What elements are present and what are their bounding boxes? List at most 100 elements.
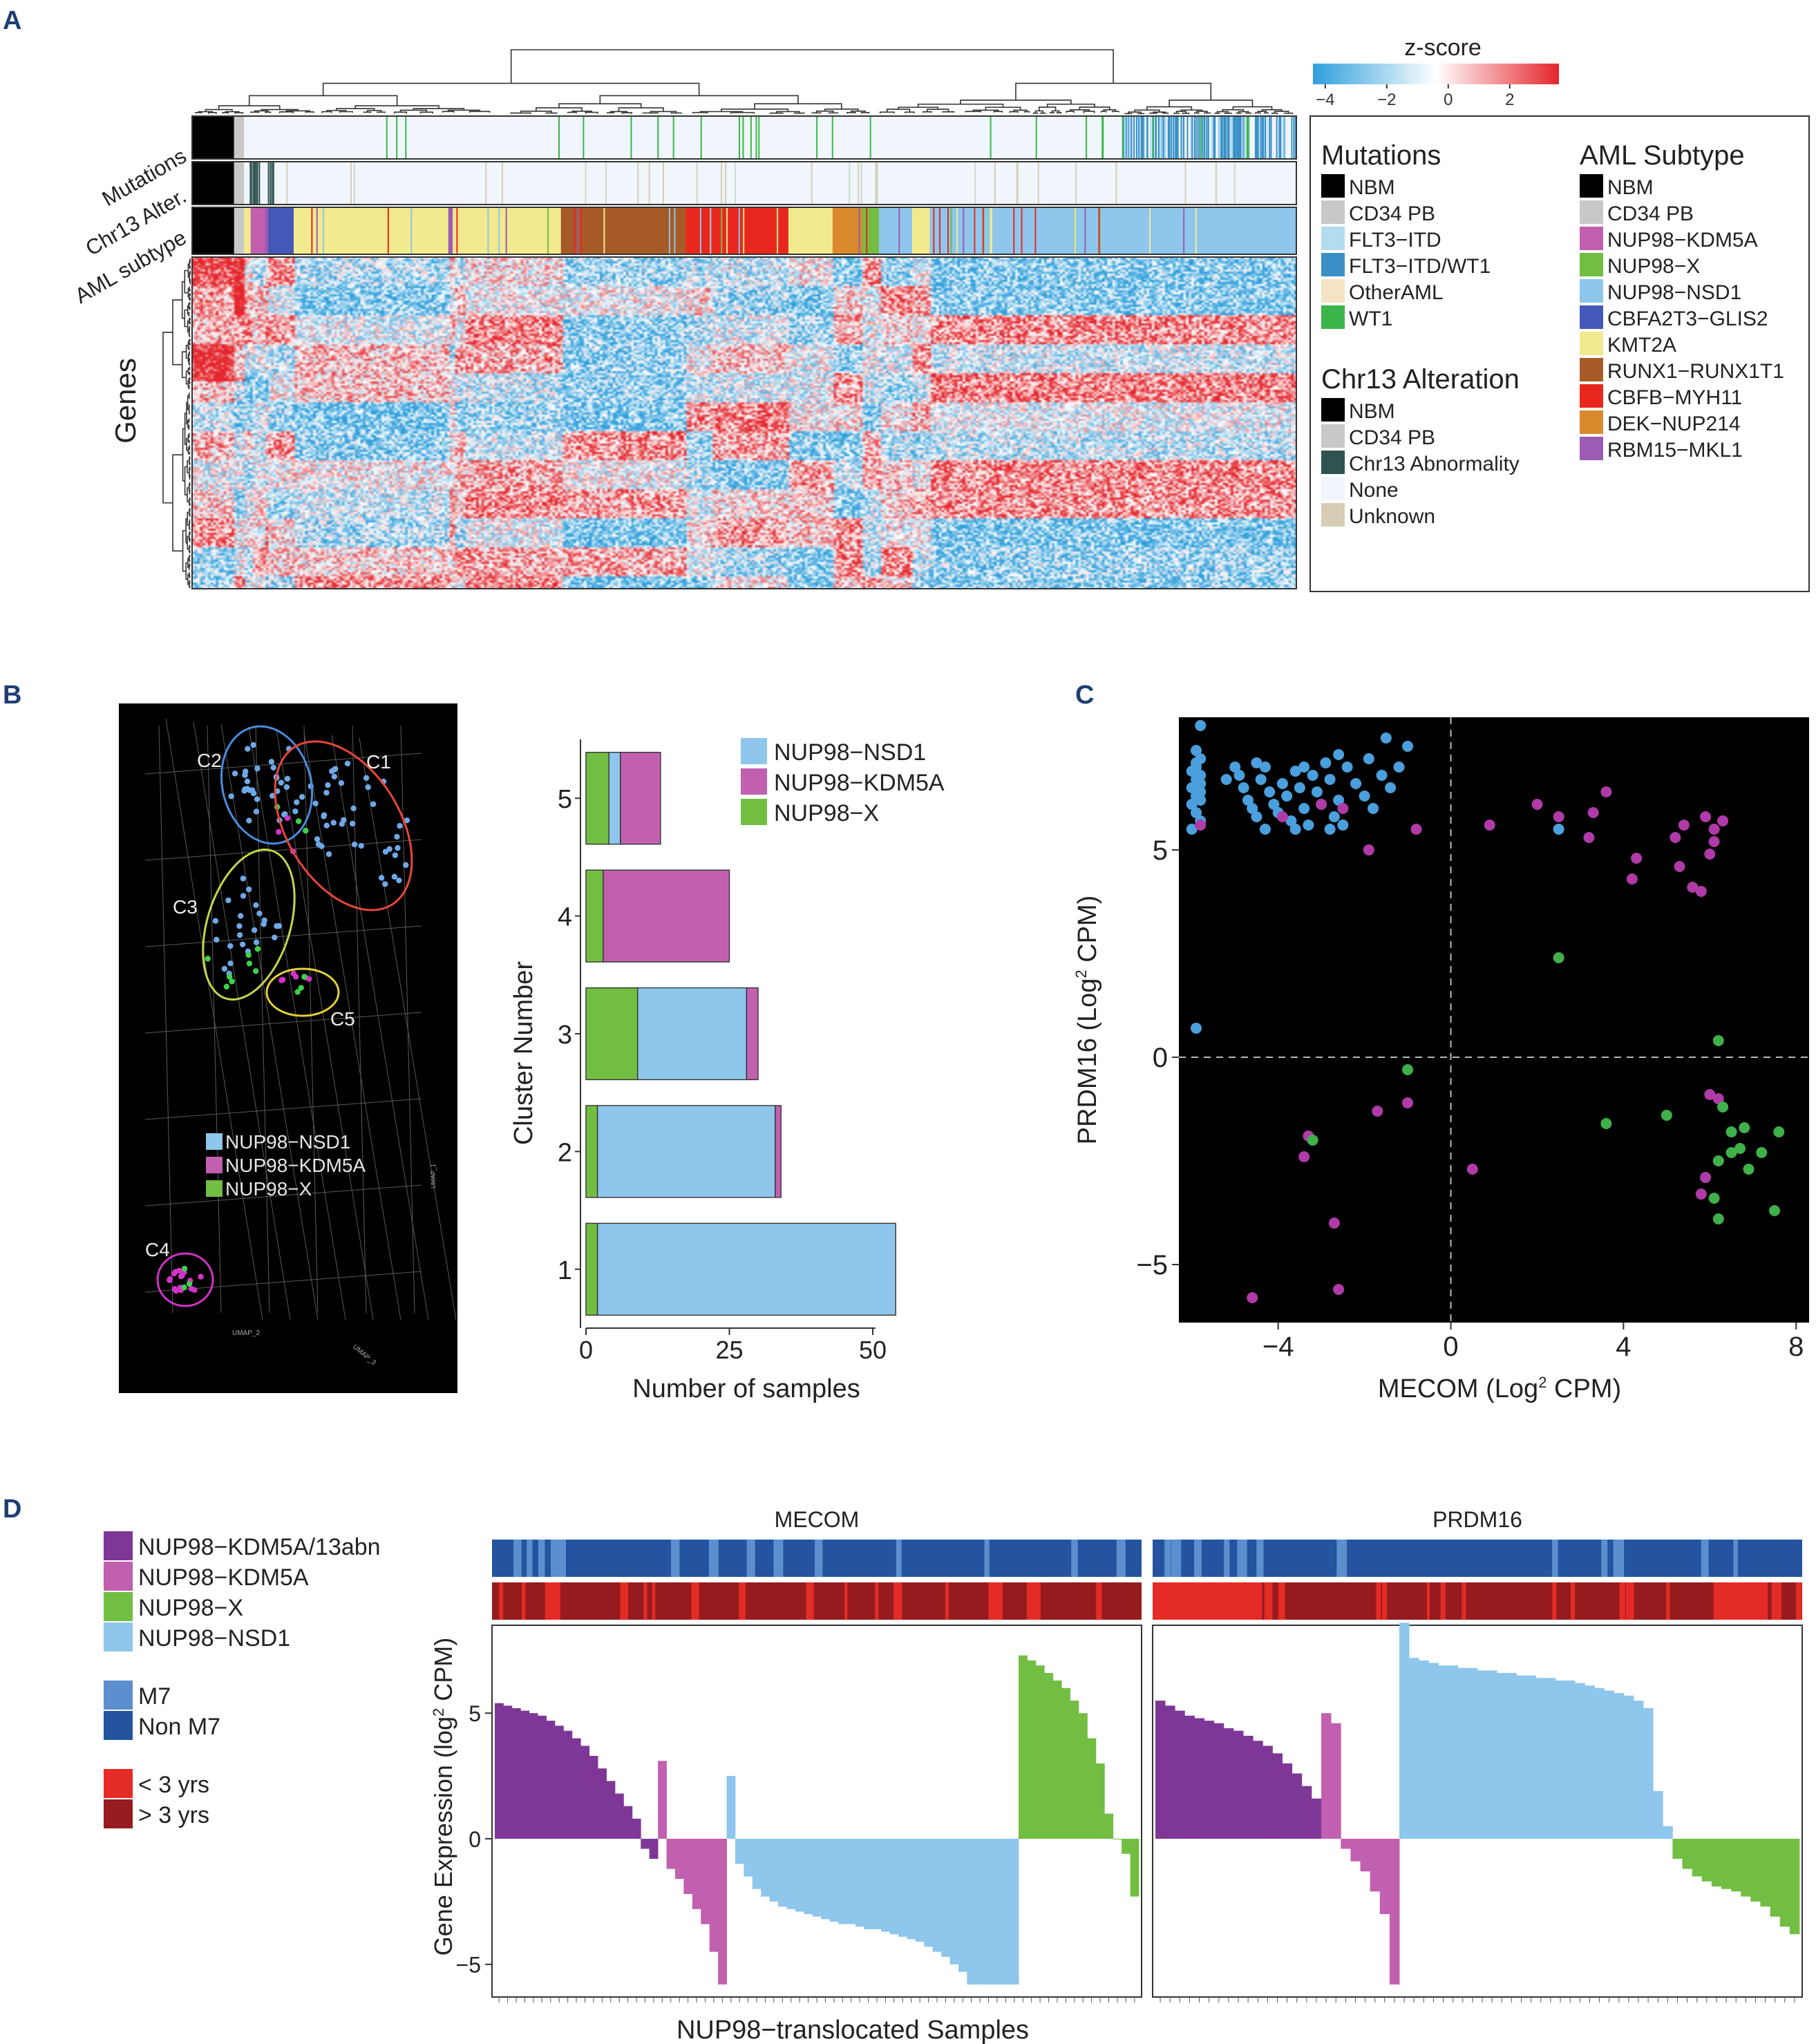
expression-bar: [1633, 1701, 1644, 1839]
m7-stripe: [1224, 1540, 1230, 1577]
umap-point: [214, 936, 220, 943]
subtype-stripe: [316, 207, 318, 254]
scatter-point: [1674, 861, 1685, 872]
row-dendrogram-branch: [172, 454, 183, 552]
dendrogram-branch: [225, 111, 240, 113]
subtype-stripe: [823, 207, 825, 254]
dendrogram-branch: [886, 108, 911, 113]
cluster-label: C3: [173, 896, 198, 918]
m7-stripe: [1733, 1540, 1738, 1577]
expression-bar: [1419, 1660, 1429, 1839]
row-dendrogram-branch: [186, 401, 188, 425]
bar-y-tick-label: 1: [558, 1256, 572, 1285]
scatter-point: [1324, 824, 1336, 835]
mutation-stripe: [1102, 116, 1104, 159]
mutation-stripe: [1191, 116, 1193, 159]
scatter-point: [1186, 799, 1198, 810]
scatter-plot: −4 0 4 8 −5 0 5: [1136, 717, 1809, 1362]
scatter-point: [1670, 832, 1681, 843]
umap-axis-1: UMAP_1: [430, 1164, 437, 1189]
expression-bar: [1545, 1678, 1556, 1839]
bar-y-tick-label: 4: [558, 903, 572, 932]
subtype-stripe: [898, 207, 900, 254]
dendrogram-branch: [846, 111, 856, 114]
scatter-x-sup: 2: [1538, 1374, 1547, 1391]
legend-swatch: [1580, 227, 1603, 250]
expression-bar: [735, 1838, 744, 1864]
scatter-point: [1298, 1151, 1310, 1162]
expression-bar: [1095, 1763, 1105, 1839]
mutation-stripe: [1173, 116, 1175, 159]
heatmap-frame: [191, 256, 1297, 589]
scatter-point: [1704, 1089, 1716, 1100]
scatter-point: [1587, 807, 1599, 818]
expression-bar: [726, 1776, 736, 1839]
mutation-track-bg: [192, 116, 1296, 159]
bar-legend-swatch: [741, 738, 767, 764]
expression-bar: [1497, 1673, 1507, 1839]
mutation-stripe: [1125, 116, 1127, 159]
age-stripe: [1264, 1582, 1273, 1620]
legend-swatch: [1580, 410, 1603, 434]
scatter-point: [1661, 1110, 1672, 1121]
expression-bar: [1672, 1838, 1683, 1860]
m7-stripe: [1613, 1540, 1625, 1577]
scatter-point: [1255, 774, 1267, 785]
scatter-point: [1337, 803, 1349, 814]
expr-legend-swatch: [104, 1592, 133, 1621]
expression-bar: [958, 1838, 967, 1972]
scatter-point: [1631, 853, 1643, 864]
bar-y-label: Cluster Number: [509, 961, 538, 1145]
chr13-stripe: [1075, 162, 1077, 205]
dendrogram-branch: [1112, 111, 1119, 113]
expression-bar: [812, 1838, 822, 1917]
subtype-stripe: [699, 207, 701, 254]
legend-label: NUP98−NSD1: [1607, 281, 1741, 304]
scatter-point: [1359, 791, 1370, 802]
umap-point: [338, 779, 345, 786]
scatter-point: [1712, 1213, 1724, 1224]
chr13-stripe: [353, 162, 355, 205]
subtype-segment: [448, 207, 453, 254]
expression-bar: [838, 1838, 847, 1924]
row-dendrogram-branch: [187, 287, 189, 298]
umap-point: [256, 910, 263, 917]
panel-letter-d: D: [3, 1495, 21, 1524]
expression-bar: [1789, 1838, 1800, 1935]
m7-stripe: [1701, 1540, 1709, 1577]
umap-legend-label: NUP98−KDM5A: [225, 1155, 366, 1176]
expression-bar: [1052, 1680, 1062, 1839]
mutation-stripe: [1146, 116, 1148, 159]
legend-swatch: [1321, 451, 1345, 474]
subtype-segment: [268, 207, 294, 254]
umap-point: [269, 793, 276, 799]
legend-title: Chr13 Alteration: [1321, 364, 1520, 395]
row-dendrogram-branch: [189, 445, 191, 451]
scatter-point: [1311, 786, 1323, 797]
scatter-x-tick-label: −4: [1262, 1332, 1294, 1362]
legend-swatch: [1321, 279, 1345, 303]
mutation-stripe: [1128, 116, 1130, 159]
mutation-stripe: [1280, 116, 1282, 159]
colorbar-title: z-score: [1404, 35, 1481, 61]
umap-point: [221, 965, 228, 972]
subtype-stripe: [1269, 207, 1271, 254]
row-dendrogram-branch: [188, 392, 190, 399]
cluster-ellipse: [220, 725, 314, 845]
age-stripe: [875, 1582, 879, 1620]
scatter-point: [1531, 799, 1543, 810]
dendrogram-branch: [1034, 110, 1043, 113]
bar-segment: [596, 1222, 896, 1316]
row-dendrogram-branch: [184, 413, 187, 445]
scatter-point: [1276, 811, 1288, 822]
scatter-point: [1700, 1172, 1712, 1183]
legend-label: CBFB−MYH11: [1607, 386, 1742, 409]
scatter-point: [1756, 1147, 1768, 1158]
umap-grid-line: [144, 925, 422, 947]
scatter-point: [1376, 770, 1388, 781]
umap-point: [244, 778, 251, 785]
scatter-point: [1368, 803, 1379, 814]
expression-bar: [1019, 1655, 1028, 1839]
bar-segment: [608, 752, 621, 845]
age-stripe: [739, 1582, 746, 1620]
